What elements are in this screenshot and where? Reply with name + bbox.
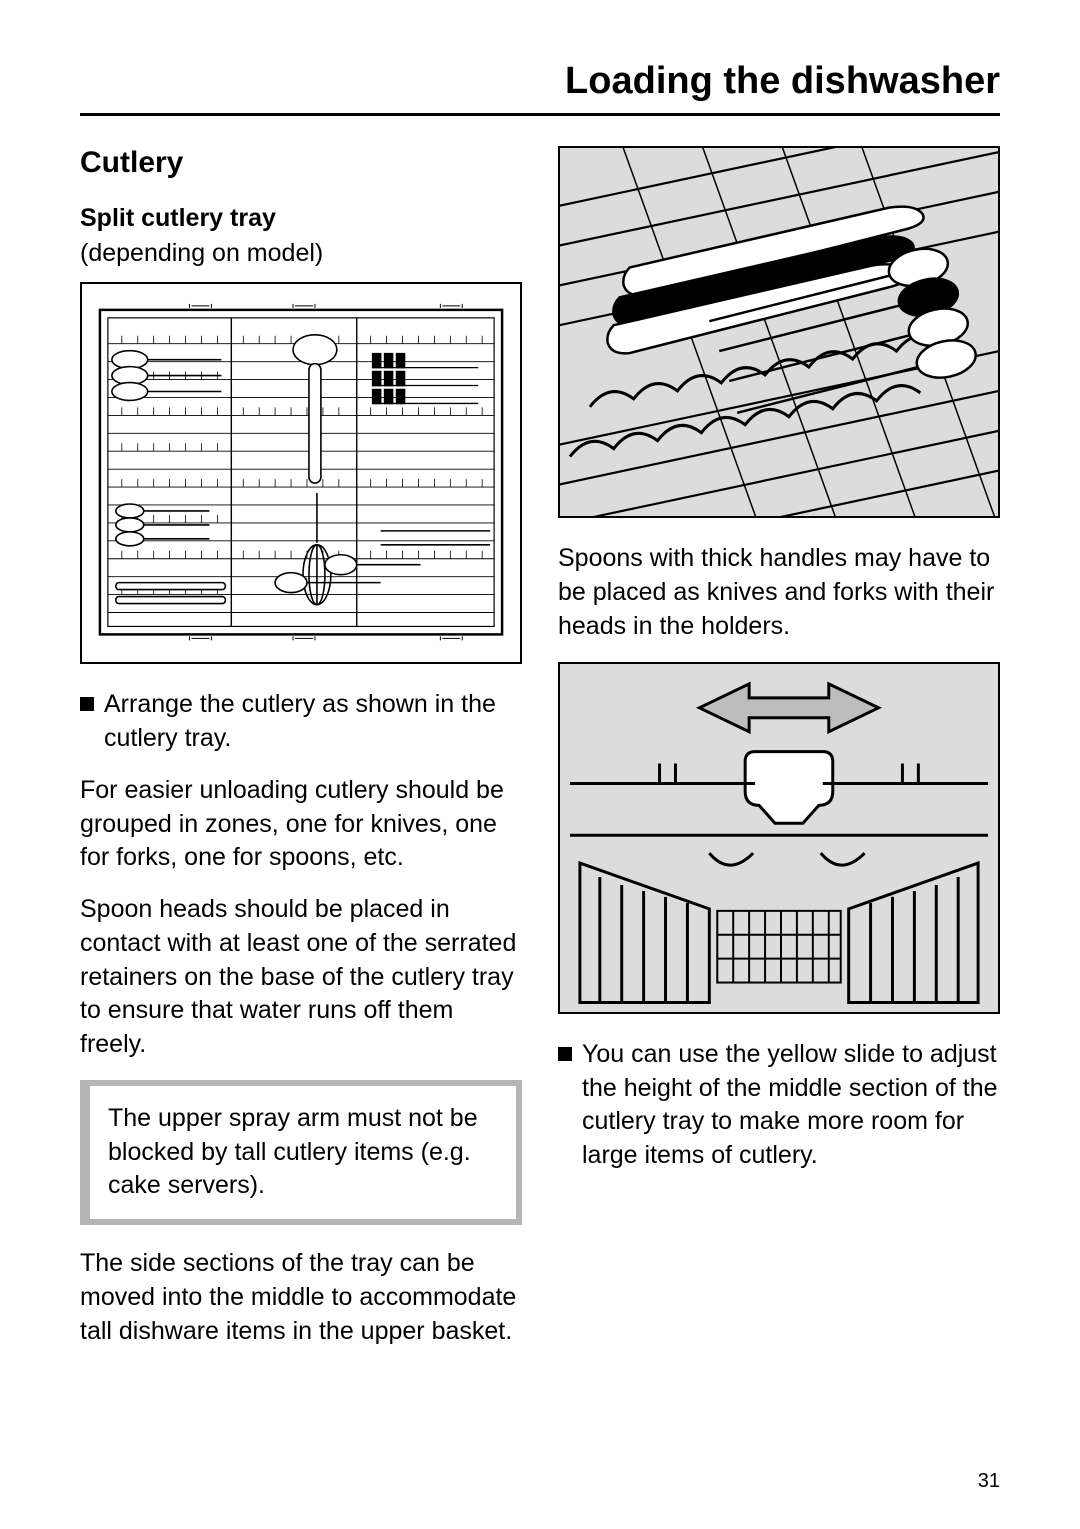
figure-tray-top [80, 282, 522, 664]
cutlery-holders-illustration [560, 148, 998, 516]
right-column: Spoons with thick handles may have to be… [558, 146, 1000, 1366]
figure-slide-adjust [558, 662, 1000, 1014]
slide-adjust-illustration [560, 664, 998, 1012]
subheading-split-tray: Split cutlery tray [80, 204, 522, 233]
model-note: (depending on model) [80, 239, 522, 268]
para-side-sections: The side sections of the tray can be mov… [80, 1247, 522, 1348]
left-column: Cutlery Split cutlery tray (depending on… [80, 146, 522, 1366]
page-number: 31 [978, 1470, 1000, 1493]
page: Loading the dishwasher Cutlery Split cut… [0, 0, 1080, 1529]
content-columns: Cutlery Split cutlery tray (depending on… [80, 146, 1000, 1366]
warning-callout: The upper spray arm must not be blocked … [80, 1080, 522, 1225]
tray-top-illustration [82, 284, 520, 662]
square-bullet-icon [558, 1047, 572, 1061]
section-heading-cutlery: Cutlery [80, 146, 522, 180]
para-thick-handles: Spoons with thick handles may have to be… [558, 542, 1000, 643]
bullet-slide-text: You can use the yellow slide to adjust t… [582, 1038, 1000, 1173]
figure-cutlery-holders [558, 146, 1000, 518]
bullet-arrange-text: Arrange the cutlery as shown in the cutl… [104, 688, 522, 756]
square-bullet-icon [80, 697, 94, 711]
para-spoonheads: Spoon heads should be placed in contact … [80, 893, 522, 1062]
bullet-slide: You can use the yellow slide to adjust t… [558, 1038, 1000, 1173]
bullet-arrange: Arrange the cutlery as shown in the cutl… [80, 688, 522, 756]
page-title: Loading the dishwasher [80, 60, 1000, 116]
para-zones: For easier unloading cutlery should be g… [80, 774, 522, 875]
callout-text: The upper spray arm must not be blocked … [108, 1104, 478, 1200]
